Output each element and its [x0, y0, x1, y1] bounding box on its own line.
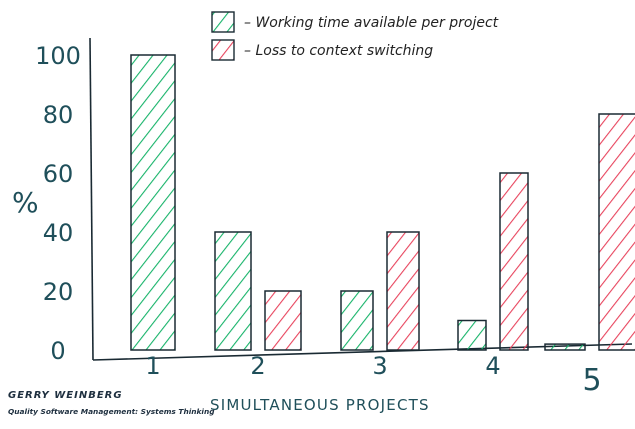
bars [130, 54, 635, 351]
y-axis-label: % [12, 186, 39, 219]
y-tick-label: 80 [43, 101, 74, 129]
x-tick-label: 3 [372, 352, 387, 380]
bar-loss-5 [598, 113, 635, 351]
y-tick-label: 20 [43, 278, 74, 306]
bar-working-3 [340, 290, 374, 351]
x-tick-label: 5 [582, 363, 601, 398]
x-tick-label: 4 [485, 352, 500, 380]
credit-book: Quality Software Management: Systems Thi… [8, 407, 215, 416]
bar-loss-3 [386, 231, 420, 351]
y-tick-label: 100 [35, 42, 81, 70]
x-tick-label: 2 [250, 352, 265, 380]
y-tick-label: 40 [43, 219, 74, 247]
legend-swatch-loss [211, 39, 235, 61]
bar-loss-4 [499, 172, 529, 351]
bar-loss-2 [264, 290, 302, 351]
legend-label-working: – Working time available per project [244, 15, 499, 31]
y-tick-label: 0 [50, 337, 65, 365]
bar-working-4 [457, 319, 487, 351]
bar-working-2 [214, 231, 252, 351]
y-tick-labels: 0 20 40 60 80 100 [35, 42, 81, 365]
legend-swatch-working [211, 11, 235, 33]
bar-working-1 [130, 54, 176, 351]
x-tick-labels: 1 2 3 4 5 [145, 352, 601, 398]
legend: – Working time available per project – L… [211, 11, 499, 61]
x-tick-label: 1 [145, 352, 160, 380]
legend-label-loss: – Loss to context switching [244, 43, 433, 59]
bar-working-5 [544, 343, 586, 351]
x-axis-label: SIMULTANEOUS PROJECTS [210, 396, 430, 414]
y-axis [89, 37, 94, 361]
credit-author: GERRY WEINBERG [8, 390, 123, 401]
y-tick-label: 60 [43, 160, 74, 188]
